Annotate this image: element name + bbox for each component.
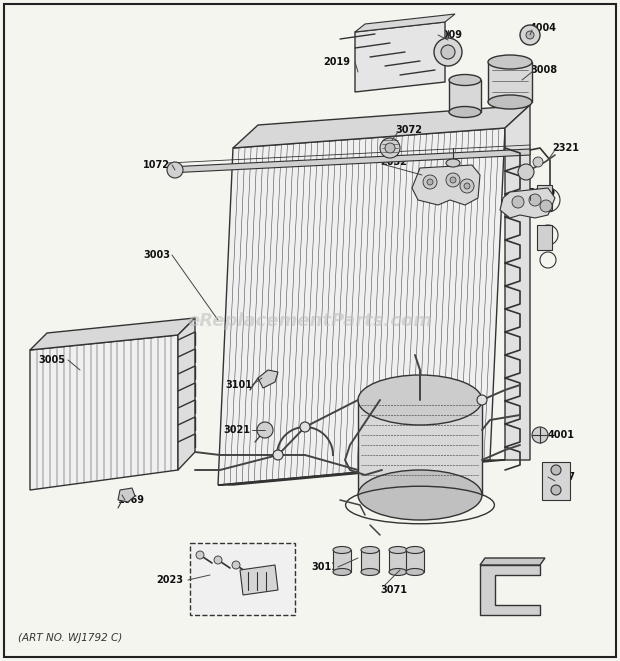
Circle shape xyxy=(460,179,474,193)
Circle shape xyxy=(441,45,455,59)
Polygon shape xyxy=(480,565,540,615)
Polygon shape xyxy=(412,165,480,205)
Ellipse shape xyxy=(389,547,407,553)
Text: 2321: 2321 xyxy=(552,143,579,153)
Circle shape xyxy=(551,485,561,495)
Text: 2023: 2023 xyxy=(156,575,183,585)
Text: 3008: 3008 xyxy=(530,65,557,75)
Ellipse shape xyxy=(449,106,481,118)
Ellipse shape xyxy=(361,547,379,553)
Ellipse shape xyxy=(358,375,482,425)
Circle shape xyxy=(427,179,433,185)
Bar xyxy=(333,550,351,572)
Circle shape xyxy=(196,551,204,559)
Polygon shape xyxy=(218,128,505,485)
Text: 3072: 3072 xyxy=(395,125,422,135)
Circle shape xyxy=(300,422,310,432)
Text: 4001: 4001 xyxy=(548,430,575,440)
Circle shape xyxy=(518,164,534,180)
Polygon shape xyxy=(168,149,530,173)
Polygon shape xyxy=(537,225,552,250)
Bar xyxy=(488,62,532,102)
Bar xyxy=(361,550,379,572)
Polygon shape xyxy=(218,460,505,485)
Text: 1069: 1069 xyxy=(118,495,145,505)
Circle shape xyxy=(532,427,548,443)
Text: 3021: 3021 xyxy=(223,425,250,435)
Circle shape xyxy=(551,465,561,475)
Text: 1072: 1072 xyxy=(143,160,170,170)
Ellipse shape xyxy=(358,470,482,520)
Bar xyxy=(389,550,407,572)
Circle shape xyxy=(526,31,534,39)
Ellipse shape xyxy=(488,55,532,69)
Circle shape xyxy=(529,194,541,206)
Circle shape xyxy=(520,25,540,45)
Text: 4004: 4004 xyxy=(530,23,557,33)
Polygon shape xyxy=(240,565,278,595)
Ellipse shape xyxy=(361,568,379,576)
Ellipse shape xyxy=(406,547,424,553)
Bar xyxy=(449,80,481,112)
Ellipse shape xyxy=(389,568,407,576)
Text: 3007: 3007 xyxy=(548,472,575,482)
Bar xyxy=(190,543,295,615)
Polygon shape xyxy=(355,14,455,32)
Ellipse shape xyxy=(333,568,351,576)
Ellipse shape xyxy=(446,159,460,167)
Circle shape xyxy=(540,200,552,212)
Polygon shape xyxy=(355,22,445,92)
Circle shape xyxy=(423,175,437,189)
Text: 3003: 3003 xyxy=(143,250,170,260)
Ellipse shape xyxy=(449,75,481,85)
Text: 2032: 2032 xyxy=(380,157,407,167)
Circle shape xyxy=(446,173,460,187)
Text: 3101: 3101 xyxy=(225,380,252,390)
Polygon shape xyxy=(233,105,530,148)
Text: eReplacementParts.com: eReplacementParts.com xyxy=(187,311,433,329)
Polygon shape xyxy=(480,558,545,565)
Circle shape xyxy=(232,561,240,569)
Text: 3009: 3009 xyxy=(435,30,462,40)
Ellipse shape xyxy=(333,547,351,553)
Polygon shape xyxy=(178,318,195,470)
Polygon shape xyxy=(537,185,552,210)
Text: 3005: 3005 xyxy=(38,355,65,365)
Text: 3011: 3011 xyxy=(311,562,338,572)
Text: 3071: 3071 xyxy=(380,585,407,595)
Circle shape xyxy=(214,556,222,564)
Circle shape xyxy=(450,177,456,183)
Circle shape xyxy=(257,422,273,438)
Text: (ART NO. WJ1792 C): (ART NO. WJ1792 C) xyxy=(18,633,122,643)
Bar xyxy=(406,550,424,572)
Circle shape xyxy=(464,183,470,189)
Circle shape xyxy=(167,162,183,178)
Circle shape xyxy=(380,138,400,158)
Polygon shape xyxy=(500,188,555,218)
Polygon shape xyxy=(30,335,178,490)
Circle shape xyxy=(273,450,283,460)
Polygon shape xyxy=(30,318,195,350)
Polygon shape xyxy=(542,462,570,500)
Circle shape xyxy=(533,157,543,167)
Ellipse shape xyxy=(406,568,424,576)
Polygon shape xyxy=(118,488,135,502)
Text: 3010: 3010 xyxy=(528,188,555,198)
Text: 2019: 2019 xyxy=(323,57,350,67)
Ellipse shape xyxy=(488,95,532,109)
Polygon shape xyxy=(258,370,278,388)
Circle shape xyxy=(385,143,395,153)
Circle shape xyxy=(477,395,487,405)
Circle shape xyxy=(434,38,462,66)
Polygon shape xyxy=(505,105,530,460)
Circle shape xyxy=(512,196,524,208)
Polygon shape xyxy=(358,400,482,495)
